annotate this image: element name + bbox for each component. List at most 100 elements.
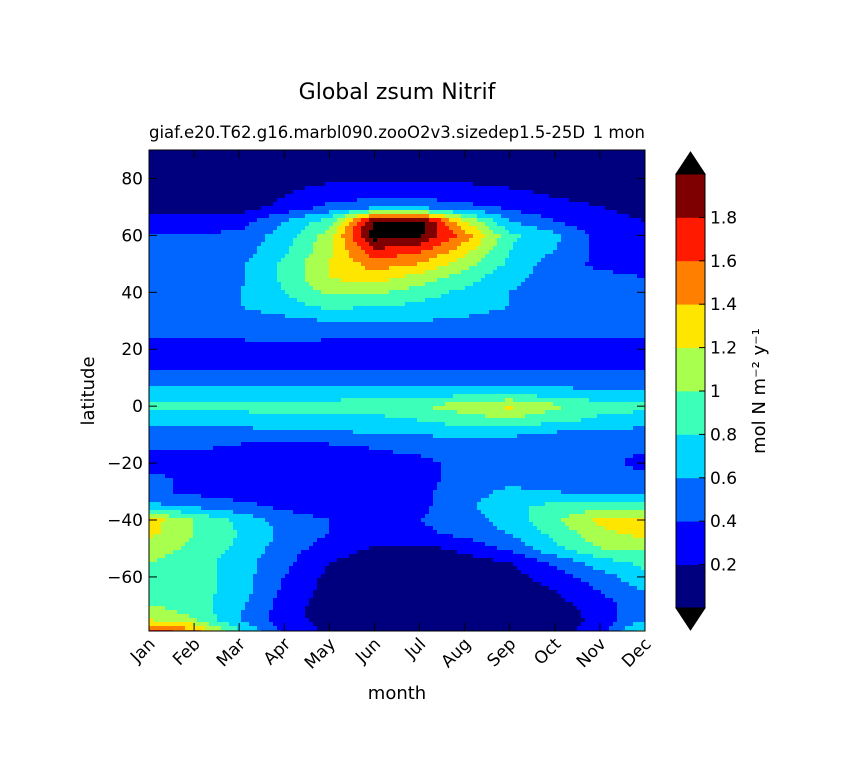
- contour-cell: [377, 250, 382, 255]
- contour-cell: [521, 234, 526, 239]
- contour-cell: [425, 234, 430, 239]
- contour-cell: [509, 218, 514, 223]
- contour-cell: [441, 150, 446, 155]
- contour-cell: [425, 162, 430, 167]
- contour-cell: [189, 162, 194, 167]
- contour-cell: [153, 238, 158, 243]
- contour-cell: [529, 238, 534, 243]
- contour-cell: [481, 262, 486, 267]
- contour-cell: [289, 198, 294, 203]
- contour-cell: [433, 274, 438, 279]
- contour-cell: [177, 274, 182, 279]
- contour-cell: [333, 182, 338, 187]
- contour-cell: [405, 218, 410, 223]
- contour-cell: [281, 154, 286, 159]
- contour-cell: [337, 286, 342, 291]
- contour-cell: [153, 310, 158, 315]
- contour-cell: [305, 246, 310, 251]
- contour-cell: [541, 158, 546, 163]
- contour-cell: [197, 158, 202, 163]
- contour-cell: [429, 250, 434, 255]
- contour-cell: [277, 266, 282, 271]
- contour-cell: [237, 190, 242, 195]
- contour-cell: [609, 278, 614, 283]
- contour-cell: [641, 270, 645, 275]
- contour-cell: [585, 158, 590, 163]
- contour-cell: [601, 302, 606, 307]
- contour-cell: [349, 202, 354, 207]
- contour-cell: [237, 226, 242, 231]
- contour-cell: [197, 238, 202, 243]
- contour-cell: [285, 150, 290, 155]
- contour-cell: [489, 294, 494, 299]
- contour-cell: [449, 234, 454, 239]
- contour-cell: [609, 306, 614, 311]
- contour-cell: [205, 186, 210, 191]
- contour-cell: [437, 282, 442, 287]
- contour-cell: [637, 250, 642, 255]
- contour-cell: [497, 178, 502, 183]
- contour-cell: [245, 290, 250, 295]
- contour-cell: [249, 238, 254, 243]
- contour-cell: [293, 210, 298, 215]
- contour-cell: [633, 182, 638, 187]
- contour-cell: [493, 158, 498, 163]
- contour-cell: [201, 274, 206, 279]
- contour-cell: [501, 302, 506, 307]
- contour-cell: [513, 290, 518, 295]
- contour-cell: [377, 306, 382, 311]
- contour-cell: [237, 294, 242, 299]
- contour-cell: [213, 274, 218, 279]
- contour-cell: [433, 298, 438, 303]
- contour-cell: [525, 306, 530, 311]
- contour-cell: [457, 154, 462, 159]
- contour-cell: [541, 198, 546, 203]
- contour-cell: [185, 190, 190, 195]
- contour-cell: [629, 294, 634, 299]
- contour-cell: [329, 258, 334, 263]
- contour-cell: [585, 190, 590, 195]
- contour-cell: [561, 266, 566, 271]
- contour-cell: [301, 238, 306, 243]
- contour-cell: [405, 238, 410, 243]
- contour-cell: [413, 262, 418, 267]
- contour-cell: [173, 262, 178, 267]
- contour-cell: [213, 162, 218, 167]
- contour-cell: [221, 238, 226, 243]
- contour-cell: [381, 162, 386, 167]
- contour-cell: [509, 286, 514, 291]
- contour-cell: [581, 298, 586, 303]
- contour-cell: [217, 242, 222, 247]
- contour-cell: [377, 218, 382, 223]
- contour-cell: [485, 202, 490, 207]
- contour-cell: [229, 242, 234, 247]
- contour-cell: [593, 206, 598, 211]
- contour-cell: [517, 302, 522, 307]
- contour-cell: [625, 250, 630, 255]
- contour-cell: [641, 306, 645, 311]
- contour-cell: [301, 182, 306, 187]
- contour-cell: [541, 150, 546, 155]
- contour-cell: [329, 286, 334, 291]
- contour-cell: [545, 262, 550, 267]
- contour-cell: [313, 186, 318, 191]
- contour-cell: [305, 158, 310, 163]
- contour-cell: [629, 166, 634, 171]
- contour-cell: [613, 194, 618, 199]
- contour-cell: [521, 278, 526, 283]
- contour-cell: [301, 230, 306, 235]
- contour-cell: [153, 178, 158, 183]
- contour-cell: [353, 286, 358, 291]
- contour-cell: [293, 302, 298, 307]
- contour-cell: [149, 270, 154, 275]
- contour-cell: [365, 166, 370, 171]
- contour-cell: [329, 274, 334, 279]
- contour-cell: [513, 238, 518, 243]
- contour-cell: [445, 158, 450, 163]
- contour-cell: [173, 170, 178, 175]
- contour-cell: [341, 174, 346, 179]
- contour-cell: [249, 282, 254, 287]
- contour-cell: [401, 150, 406, 155]
- contour-cell: [633, 250, 638, 255]
- contour-cell: [293, 290, 298, 295]
